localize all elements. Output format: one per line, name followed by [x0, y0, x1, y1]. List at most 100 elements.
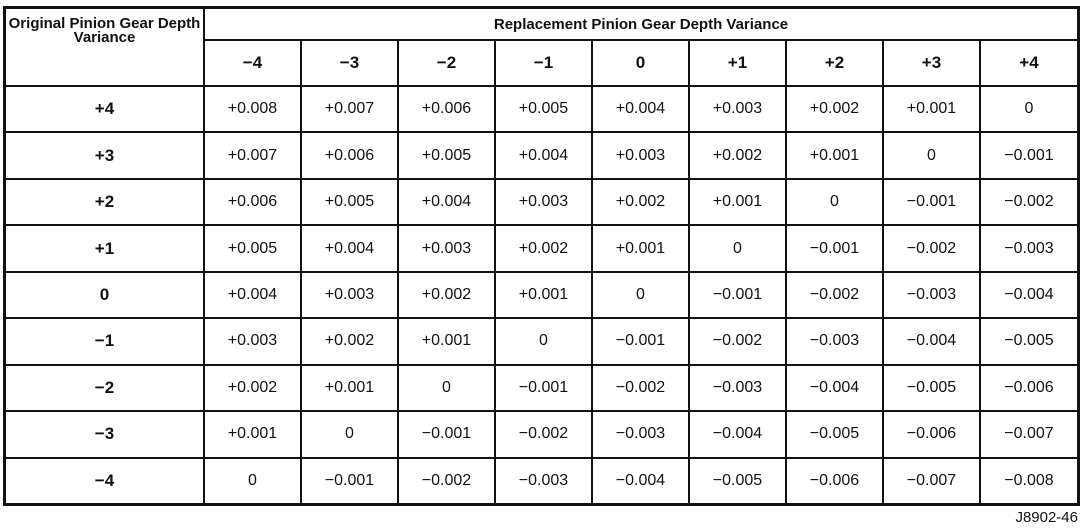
table-cell: +0.001	[688, 177, 787, 227]
table-cell: +0.003	[688, 86, 787, 134]
table-cell: −0.001	[785, 224, 884, 273]
column-header: −3	[300, 39, 399, 87]
table-cell: −0.007	[979, 410, 1077, 459]
table-cell: −0.003	[979, 224, 1077, 273]
table-cell: −0.001	[979, 131, 1077, 180]
table-cell: 0	[785, 177, 884, 227]
column-header: −1	[494, 39, 593, 87]
row-header: 0	[6, 270, 205, 320]
table-cell: +0.003	[203, 317, 302, 366]
table-cell: +0.004	[591, 86, 690, 134]
table-cell: +0.005	[494, 86, 593, 134]
row-header: +2	[6, 177, 205, 227]
table-cell: −0.001	[882, 177, 981, 227]
table-cell: −0.003	[882, 270, 981, 320]
table-cell: +0.003	[397, 224, 496, 273]
table-cell: −0.006	[785, 456, 884, 503]
pinion-depth-variance-table: Original Pinion Gear Depth Variance Repl…	[6, 9, 1077, 503]
table-cell: −0.004	[882, 317, 981, 366]
table-cell: −0.008	[979, 456, 1077, 503]
table-cell: +0.006	[300, 131, 399, 180]
row-header: −2	[6, 363, 205, 413]
table-cell: +0.002	[203, 363, 302, 413]
row-header: +4	[6, 86, 205, 134]
table-cell: +0.004	[494, 131, 593, 180]
table-cell: −0.002	[591, 363, 690, 413]
column-header: +3	[882, 39, 981, 87]
table-cell: −0.004	[979, 270, 1077, 320]
table-cell: +0.001	[494, 270, 593, 320]
row-header: +3	[6, 131, 205, 180]
column-header: +1	[688, 39, 787, 87]
table-cell: +0.004	[203, 270, 302, 320]
table-cell: −0.001	[591, 317, 690, 366]
table-cell: −0.001	[688, 270, 787, 320]
table-cell: −0.005	[688, 456, 787, 503]
table-cell: +0.008	[203, 86, 302, 134]
table-cell: +0.002	[785, 86, 884, 134]
table-cell: +0.005	[397, 131, 496, 180]
table-row: +3 +0.007 +0.006 +0.005 +0.004 +0.003 +0.002 +0…	[6, 131, 1077, 180]
table-row: +2 +0.006 +0.005 +0.004 +0.003 +0.002 +0.001 0−…	[6, 177, 1077, 227]
table-cell: +0.003	[591, 131, 690, 180]
table-cell: −0.005	[882, 363, 981, 413]
table-cell: −0.001	[494, 363, 593, 413]
column-header: +2	[785, 39, 884, 87]
table-cell: +0.007	[300, 86, 399, 134]
table-row: 0 +0.004 +0.003 +0.002 +0.001 0 −0.001 −0.002 −0…	[6, 270, 1077, 320]
table-cell: −0.004	[591, 456, 690, 503]
table-cell: −0.005	[785, 410, 884, 459]
table-row: −4 0 −0.001 −0.002 −0.003 −0.004 −0.005 −0.006−…	[6, 456, 1077, 503]
table-cell: +0.001	[397, 317, 496, 366]
table-row: −3 +0.001 0 −0.001 −0.002 −0.003 −0.004 −0.005−…	[6, 410, 1077, 459]
table-cell: −0.002	[688, 317, 787, 366]
table-cell: −0.003	[591, 410, 690, 459]
table-cell: −0.007	[882, 456, 981, 503]
table-body: +4 +0.008 +0.007 +0.006 +0.005 +0.004 +0.003 +0…	[6, 86, 1077, 503]
table-row: +1 +0.005 +0.004 +0.003 +0.002 +0.001 0 −0.001−…	[6, 224, 1077, 273]
column-header: 0	[591, 39, 690, 87]
table-cell: −0.002	[882, 224, 981, 273]
table-cell: −0.002	[397, 456, 496, 503]
table-cell: +0.002	[397, 270, 496, 320]
table-cell: −0.003	[494, 456, 593, 503]
table-cell: +0.001	[300, 363, 399, 413]
pinion-depth-table-frame: Original Pinion Gear Depth Variance Repl…	[3, 6, 1080, 506]
row-header: −4	[6, 456, 205, 503]
table-cell: −0.003	[785, 317, 884, 366]
table-cell: 0	[591, 270, 690, 320]
table-cell: 0	[300, 410, 399, 459]
row-header: +1	[6, 224, 205, 273]
group-header-row: Original Pinion Gear Depth Variance Repl…	[6, 9, 1077, 87]
table-row: +4 +0.008 +0.007 +0.006 +0.005 +0.004 +0.003 +0…	[6, 86, 1077, 134]
table-cell: 0	[397, 363, 496, 413]
table-cell: +0.001	[882, 86, 981, 134]
table-cell: 0	[882, 131, 981, 180]
row-header: −3	[6, 410, 205, 459]
figure-id: J8902-46	[1015, 509, 1078, 526]
row-header: −1	[6, 317, 205, 366]
table-cell: +0.005	[300, 177, 399, 227]
table-cell: −0.002	[979, 177, 1077, 227]
table-cell: +0.001	[785, 131, 884, 180]
table-cell: −0.002	[494, 410, 593, 459]
table-cell: +0.005	[203, 224, 302, 273]
table-cell: −0.006	[882, 410, 981, 459]
table-cell: +0.007	[203, 131, 302, 180]
table-cell: −0.004	[688, 410, 787, 459]
table-row: −2 +0.002 +0.001 0 −0.001 −0.002 −0.003 −0.004−…	[6, 363, 1077, 413]
table-cell: −0.001	[300, 456, 399, 503]
table-cell: +0.006	[397, 86, 496, 134]
table-cell: +0.003	[300, 270, 399, 320]
table-cell: +0.004	[300, 224, 399, 273]
table-cell: −0.004	[785, 363, 884, 413]
table-cell: 0	[979, 86, 1077, 134]
column-header: +4	[979, 39, 1077, 87]
table-cell: +0.001	[591, 224, 690, 273]
table-cell: +0.001	[203, 410, 302, 459]
table-cell: +0.006	[203, 177, 302, 227]
table-cell: 0	[203, 456, 302, 503]
table-cell: 0	[494, 317, 593, 366]
table-cell: +0.004	[397, 177, 496, 227]
table-cell: +0.002	[300, 317, 399, 366]
